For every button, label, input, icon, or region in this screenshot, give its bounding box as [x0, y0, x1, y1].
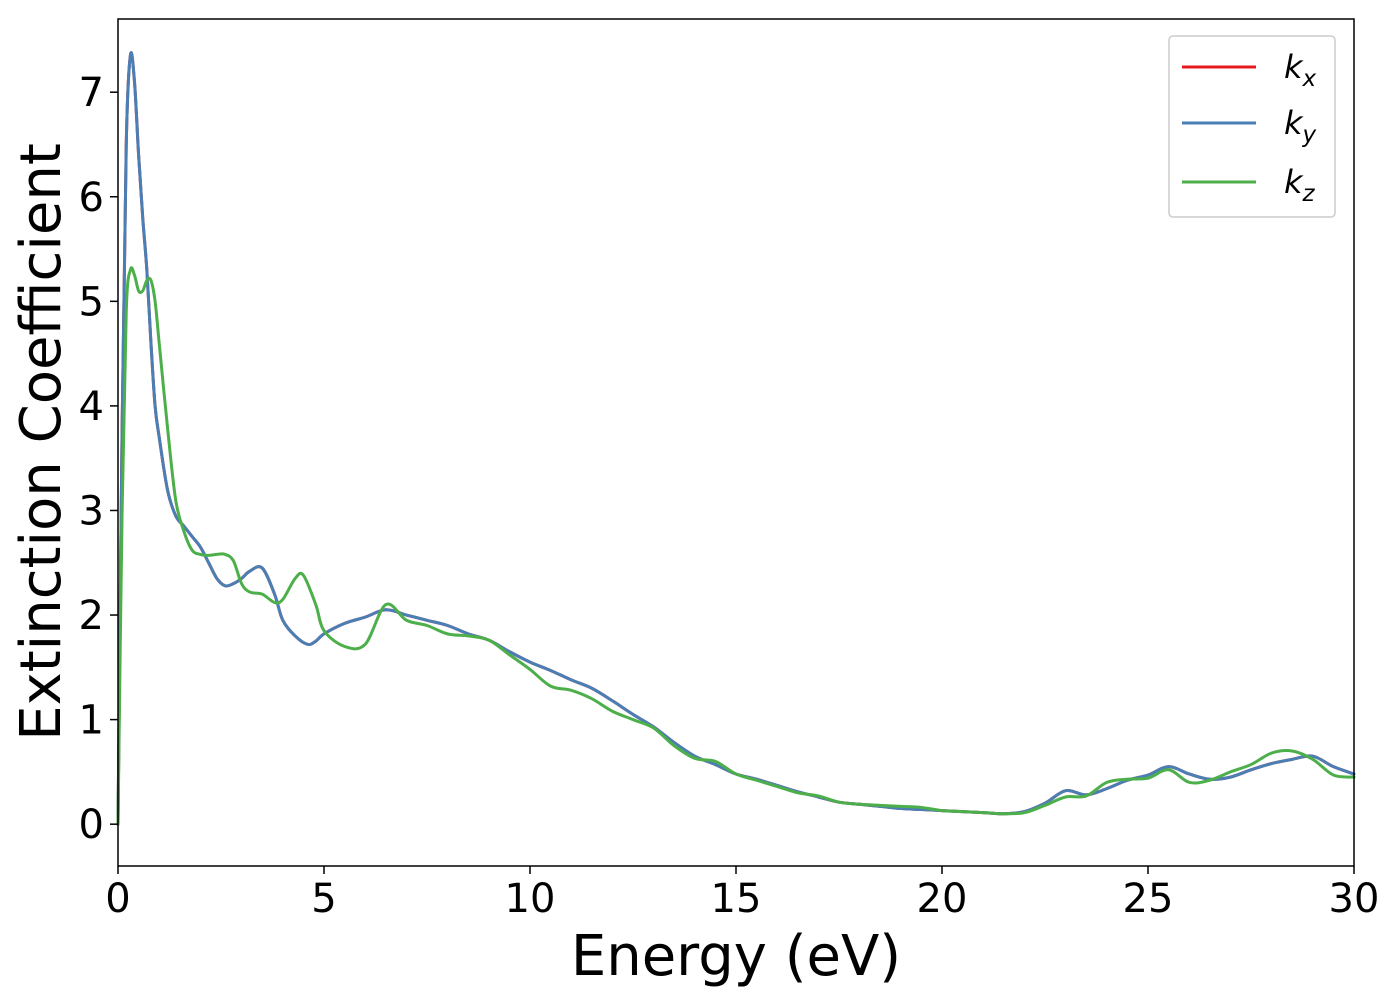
- x-tick-label: 5: [311, 876, 336, 922]
- series-line-z: [116, 266, 1356, 826]
- y-axis-label: Extinction Coefficient: [9, 143, 74, 741]
- legend-label-x: kx: [1284, 48, 1317, 92]
- x-tick-label: 30: [1329, 876, 1380, 922]
- legend-label-z: kz: [1284, 163, 1316, 207]
- y-tick-label: 6: [79, 175, 104, 221]
- legend-label-main: k: [1284, 163, 1304, 201]
- legend-label-main: k: [1284, 104, 1304, 142]
- y-tick-label: 2: [79, 593, 104, 639]
- y-tick-label: 5: [79, 279, 104, 325]
- legend-label-subscript: y: [1302, 122, 1317, 148]
- legend-label-subscript: x: [1302, 66, 1317, 92]
- y-tick-label: 0: [79, 802, 104, 848]
- series-line-y: [116, 51, 1356, 826]
- x-tick-label: 20: [917, 876, 968, 922]
- legend-label-y: ky: [1284, 104, 1317, 148]
- y-tick-label: 7: [79, 70, 104, 116]
- legend-label-subscript: z: [1302, 181, 1316, 207]
- legend-frame: [1168, 35, 1336, 218]
- y-tick-label: 3: [79, 488, 104, 534]
- series-layer: [116, 51, 1356, 826]
- x-tick-label: 25: [1123, 876, 1174, 922]
- y-axis: 0 1 2 3 4 5 6 7: [79, 70, 118, 848]
- x-tick-label: 0: [105, 876, 130, 922]
- y-tick-label: 1: [79, 698, 104, 744]
- x-tick-label: 10: [505, 876, 556, 922]
- x-axis-label: Energy (eV): [571, 924, 901, 989]
- x-tick-label: 15: [711, 876, 762, 922]
- x-axis: 0 5 10 15 20 25 30: [105, 866, 1379, 922]
- legend-label-main: k: [1284, 48, 1304, 86]
- y-tick-label: 4: [79, 384, 104, 430]
